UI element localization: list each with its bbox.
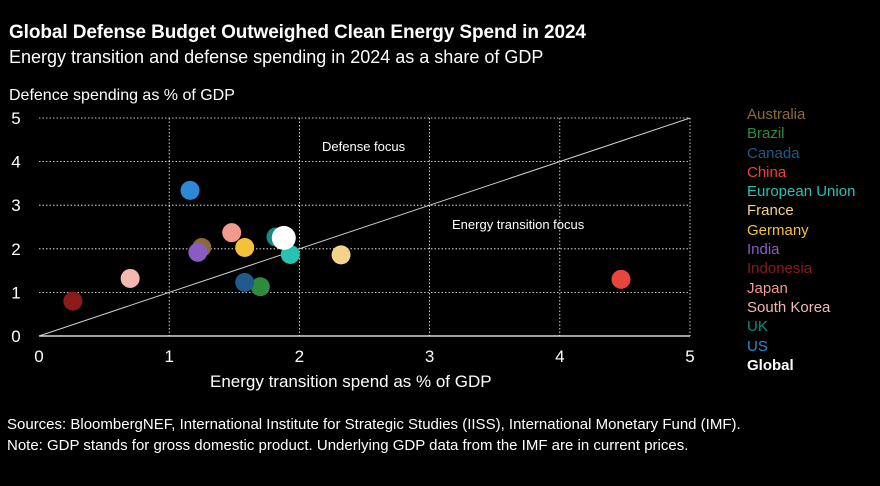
legend-item-australia: Australia	[747, 106, 806, 123]
legend-item-france: France	[747, 202, 794, 220]
y-tick-label: 3	[11, 196, 20, 215]
y-tick-label: 5	[11, 109, 20, 128]
chart-title: Global Defense Budget Outweighed Clean E…	[9, 22, 586, 43]
y-tick-label: 2	[11, 240, 20, 259]
legend-item-us: US	[747, 337, 768, 355]
legend: Australia Brazil Canada China European Union…	[747, 105, 855, 375]
legend-item-european-union: European Union	[747, 183, 856, 201]
x-tick-label: 1	[164, 347, 173, 366]
legend-item-indonesia: Indonesia	[747, 260, 813, 278]
x-tick-label: 4	[555, 347, 564, 366]
y-tick-label: 4	[11, 153, 20, 172]
legend-item-uk: UK	[747, 318, 768, 336]
annotation-energy-focus: Energy transition focus	[452, 217, 585, 232]
footer: Sources: BloombergNEF, International Ins…	[7, 414, 741, 456]
legend-item-brazil: Brazil	[747, 125, 785, 143]
point-canada	[235, 272, 255, 292]
note-text: Note: GDP stands for gross domestic prod…	[7, 437, 689, 454]
legend-item-india: India	[747, 241, 780, 259]
point-germany	[235, 237, 255, 257]
x-tick-label: 0	[34, 347, 43, 366]
chart-subtitle: Energy transition and defense spending i…	[9, 47, 544, 67]
point-global	[271, 225, 296, 250]
point-south-korea	[120, 268, 140, 288]
point-brazil	[250, 277, 270, 297]
annotation-defense-focus: Defense focus	[322, 139, 406, 154]
legend-item-south-korea: South Korea	[747, 298, 831, 316]
point-china	[611, 269, 631, 289]
legend-item-germany: Germany	[747, 221, 809, 239]
legend-item-canada: Canada	[747, 144, 800, 162]
diagonal-line	[38, 117, 691, 337]
x-axis-label: Energy transition spend as % of GDP	[210, 372, 492, 391]
sources-text: Sources: BloombergNEF, International Ins…	[7, 416, 741, 433]
point-us	[180, 180, 200, 200]
legend-item-japan: Japan	[747, 279, 788, 297]
point-france	[331, 245, 351, 265]
x-tick-label: 3	[425, 347, 434, 366]
x-tick-label: 2	[295, 347, 304, 366]
y-axis-label: Defence spending as % of GDP	[9, 87, 235, 104]
point-indonesia	[63, 291, 83, 311]
y-tick-label: 1	[11, 283, 20, 302]
point-japan	[222, 223, 242, 243]
x-tick-label: 5	[685, 347, 694, 366]
y-tick-label: 0	[11, 327, 20, 346]
point-india	[188, 242, 208, 262]
legend-item-china: China	[747, 163, 787, 181]
legend-item-global: Global	[747, 356, 794, 374]
